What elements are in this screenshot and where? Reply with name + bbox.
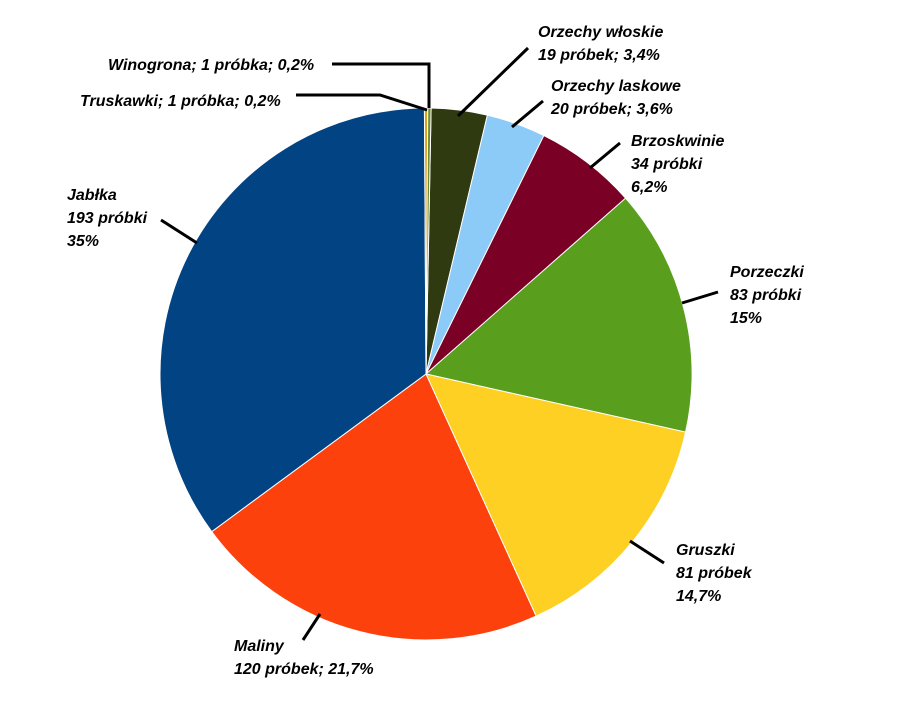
leader-line-maliny xyxy=(301,613,322,641)
leader-line-brzoskwinie xyxy=(589,141,621,170)
data-label-line: Jabłka xyxy=(67,187,117,204)
data-label-jablka: Jabłka 193 próbki 35% xyxy=(67,187,148,250)
data-label-line: Maliny xyxy=(234,638,285,655)
data-label-line: Porzeczki xyxy=(730,264,804,281)
data-label-maliny: Maliny 120 próbek; 21,7% xyxy=(234,638,374,678)
data-label-orzechy-laskowe: Orzechy laskowe 20 próbek; 3,6% xyxy=(550,78,681,118)
data-label-winogrona: Winogrona; 1 próbka; 0,2% xyxy=(108,57,314,74)
leader-line-jablka xyxy=(160,218,198,245)
leader-line-gruszki xyxy=(629,539,665,565)
leader-line-winogrona xyxy=(332,62,431,108)
data-label-line: 14,7% xyxy=(676,588,721,605)
data-label-line: 19 próbek; 3,4% xyxy=(538,47,660,64)
slice-winogrona xyxy=(425,107,432,375)
leader-line-orzechy-wloskie xyxy=(456,46,530,118)
data-label-line: 81 próbek xyxy=(676,565,753,582)
data-label-line: 15% xyxy=(730,310,762,327)
data-label-truskawki: Truskawki; 1 próbka; 0,2% xyxy=(80,93,281,110)
leader-line-porzeczki xyxy=(681,290,719,305)
data-label-line: 35% xyxy=(67,233,99,250)
leader-line-orzechy-laskowe xyxy=(511,99,544,129)
data-label-line: Brzoskwinie xyxy=(631,133,724,150)
data-label-line: 20 próbek; 3,6% xyxy=(550,101,673,118)
data-label-line: 6,2% xyxy=(631,179,667,196)
data-label-porzeczki: Porzeczki 83 próbki 15% xyxy=(730,264,804,327)
slice-jablka xyxy=(159,107,427,533)
data-label-line: Truskawki; 1 próbka; 0,2% xyxy=(80,93,281,110)
data-label-line: 120 próbek; 21,7% xyxy=(234,661,374,678)
data-label-orzechy-wloskie: Orzechy włoskie 19 próbek; 3,4% xyxy=(538,24,663,64)
slice-maliny xyxy=(211,373,537,641)
data-label-line: Winogrona; 1 próbka; 0,2% xyxy=(108,57,314,74)
data-label-line: 193 próbki xyxy=(67,210,148,227)
data-label-line: Orzechy włoskie xyxy=(538,24,663,41)
data-label-gruszki: Gruszki 81 próbek 14,7% xyxy=(676,542,753,605)
slice-porzeczki xyxy=(424,197,693,433)
data-label-brzoskwinie: Brzoskwinie 34 próbki 6,2% xyxy=(631,133,724,196)
leader-line-truskawki xyxy=(296,93,428,112)
data-label-line: Orzechy laskowe xyxy=(551,78,681,95)
data-label-line: 34 próbki xyxy=(631,156,703,173)
data-label-line: 83 próbki xyxy=(730,287,802,304)
data-label-line: Gruszki xyxy=(676,542,735,559)
